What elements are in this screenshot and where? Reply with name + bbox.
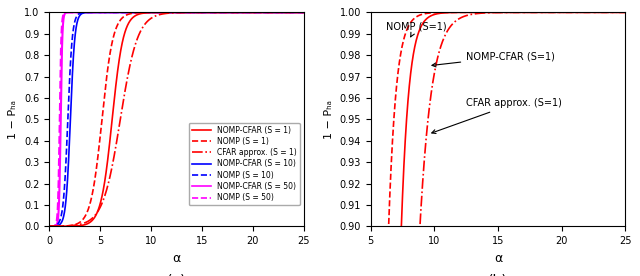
Text: NOMP-CFAR (S=1): NOMP-CFAR (S=1) [432,51,555,67]
Y-axis label: 1 − Pₕₐ: 1 − Pₕₐ [324,100,334,139]
Legend: NOMP-CFAR (S = 1), NOMP (S = 1), CFAR approx. (S = 1), NOMP-CFAR (S = 10), NOMP : NOMP-CFAR (S = 1), NOMP (S = 1), CFAR ap… [189,123,300,205]
Text: (a): (a) [166,274,186,276]
X-axis label: α: α [494,252,502,265]
Y-axis label: 1 − Pₕₐ: 1 − Pₕₐ [8,100,19,139]
X-axis label: α: α [172,252,180,265]
Text: CFAR approx. (S=1): CFAR approx. (S=1) [432,99,562,134]
Text: NOMP (S=1): NOMP (S=1) [386,22,447,37]
Text: (b): (b) [488,274,508,276]
